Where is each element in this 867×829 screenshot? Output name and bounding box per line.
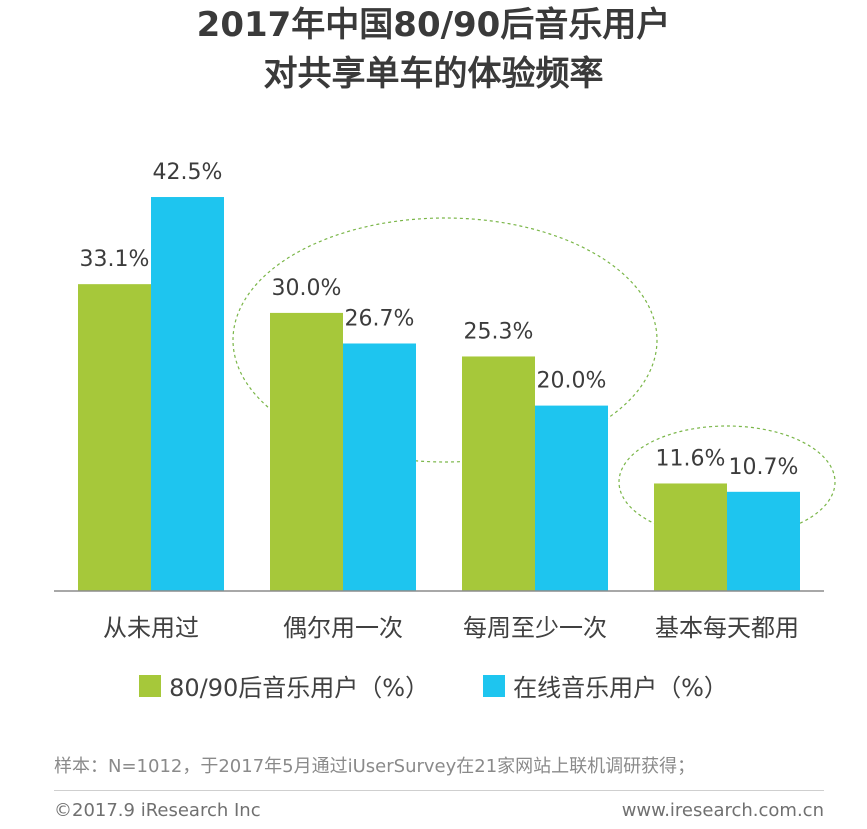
footer-divider — [54, 790, 824, 791]
category-label-2: 偶尔用一次 — [283, 614, 403, 642]
bar-series-1-4 — [654, 483, 727, 591]
legend-label-series-2: 在线音乐用户（%） — [513, 674, 728, 702]
category-label-1: 从未用过 — [103, 614, 199, 642]
legend-swatch-series-1 — [139, 674, 162, 697]
bar-series-2-1 — [151, 197, 224, 591]
bar-series-1-1 — [78, 284, 151, 591]
bar-chart: 33.1% 42.5% 从未用过 30.0%26.7% 偶尔用一次 25.3%20.0% 每… — [54, 160, 836, 642]
bar-series-2-4 — [727, 491, 800, 591]
legend-item-series-2: 在线音乐用户（%） — [483, 668, 728, 703]
category-label-4: 基本每天都用 — [655, 614, 799, 642]
highlight-ellipse-right — [618, 425, 836, 539]
footer-website: www.iresearch.com.cn — [621, 800, 824, 821]
bar-series-1-3 — [462, 356, 535, 591]
data-label-series-1-2: 30.0% — [272, 276, 342, 301]
bar-series-2-3 — [535, 405, 608, 591]
legend: 80/90后音乐用户（%） 在线音乐用户（%） — [0, 668, 867, 703]
legend-item-series-1: 80/90后音乐用户（%） — [139, 668, 429, 703]
data-label-series-1-3: 25.3% — [464, 319, 534, 344]
chart-title-line1: 2017年中国80/90后音乐用户 — [196, 5, 671, 45]
legend-swatch-series-2 — [483, 674, 506, 697]
data-label-series-2-2: 26.7% — [345, 306, 415, 331]
data-label-series-1-1: 33.1% — [80, 247, 150, 272]
data-label-series-2-4: 10.7% — [729, 455, 799, 480]
highlight-ellipse-middle — [232, 217, 658, 463]
chart-title-line2: 对共享单车的体验频率 — [263, 54, 604, 94]
bar-series-2-2 — [343, 343, 416, 591]
footer-copyright: ©2017.9 iResearch Inc — [54, 800, 261, 821]
sample-note: 样本：N=1012，于2017年5月通过iUserSurvey在21家网站上联机… — [54, 756, 696, 777]
bar-series-1-2 — [270, 312, 343, 591]
data-label-series-2-3: 20.0% — [537, 369, 607, 394]
category-label-3: 每周至少一次 — [463, 614, 607, 642]
data-label-series-1-4: 11.6% — [656, 446, 726, 471]
legend-label-series-1: 80/90后音乐用户（%） — [169, 674, 430, 702]
data-label-series-2-1: 42.5% — [153, 160, 223, 185]
